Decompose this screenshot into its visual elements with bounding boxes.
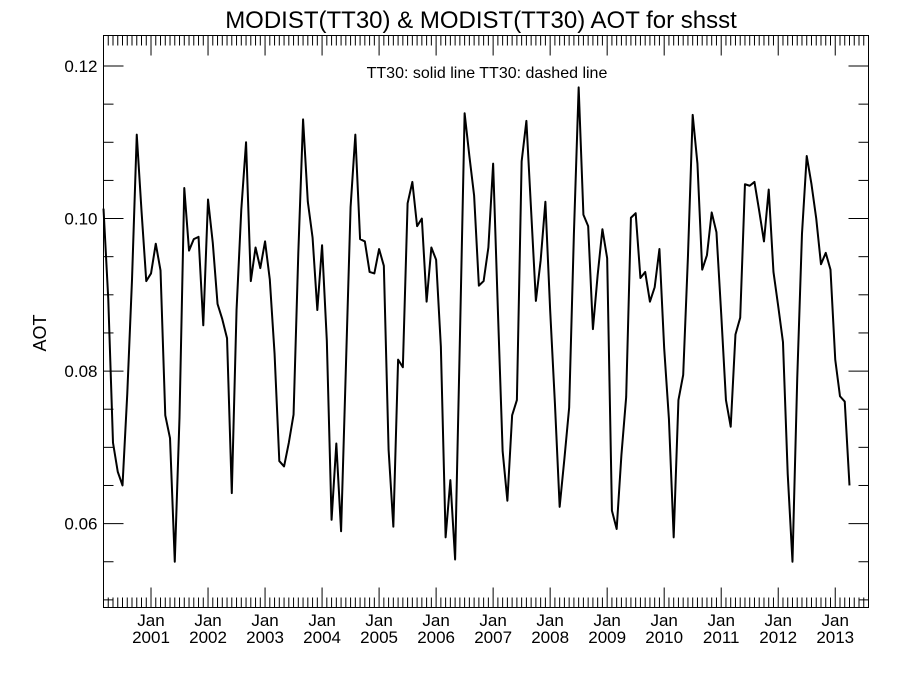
x-tick-year-label: 2006 bbox=[417, 628, 455, 647]
x-tick-year-label: 2012 bbox=[759, 628, 797, 647]
x-tick-year-label: 2002 bbox=[189, 628, 227, 647]
x-tick-year-label: 2003 bbox=[246, 628, 284, 647]
x-tick-year-label: 2010 bbox=[645, 628, 683, 647]
legend-text: TT30: solid line TT30: dashed line bbox=[367, 65, 608, 82]
x-tick-year-label: 2009 bbox=[588, 628, 626, 647]
x-tick-month-label: Jan bbox=[479, 611, 506, 630]
x-tick-month-label: Jan bbox=[137, 611, 164, 630]
x-tick-month-label: Jan bbox=[251, 611, 278, 630]
series-line-solid bbox=[102, 86, 851, 563]
x-tick-month-label: Jan bbox=[422, 611, 449, 630]
x-tick-year-label: 2013 bbox=[816, 628, 854, 647]
y-axis-ticks: 0.06 0.08 0.10 0.12 bbox=[64, 57, 869, 601]
x-tick-year-label: 2004 bbox=[303, 628, 341, 647]
x-tick-month-label: Jan bbox=[365, 611, 392, 630]
y-tick-label: 0.10 bbox=[64, 210, 97, 229]
x-tick-month-label: Jan bbox=[593, 611, 620, 630]
y-tick-label: 0.08 bbox=[64, 362, 97, 381]
plot-frame bbox=[103, 35, 869, 608]
series-layer bbox=[102, 86, 851, 563]
y-tick-label: 0.12 bbox=[64, 57, 97, 76]
x-tick-year-label: 2007 bbox=[474, 628, 512, 647]
x-tick-month-label: Jan bbox=[194, 611, 221, 630]
x-tick-month-label: Jan bbox=[822, 611, 849, 630]
x-tick-year-label: 2011 bbox=[703, 628, 740, 647]
x-tick-year-label: 2005 bbox=[360, 628, 398, 647]
chart-title: MODIST(TT30) & MODIST(TT30) AOT for shss… bbox=[225, 7, 737, 34]
x-axis-ticks: Jan2001Jan2002Jan2003Jan2004Jan2005Jan20… bbox=[103, 35, 869, 647]
y-tick-label: 0.06 bbox=[64, 515, 97, 534]
x-tick-month-label: Jan bbox=[650, 611, 677, 630]
x-tick-year-label: 2001 bbox=[132, 628, 170, 647]
x-tick-month-label: Jan bbox=[308, 611, 335, 630]
x-tick-month-label: Jan bbox=[536, 611, 563, 630]
x-tick-month-label: Jan bbox=[765, 611, 792, 630]
x-tick-year-label: 2008 bbox=[531, 628, 569, 647]
y-axis-title: AOT bbox=[30, 314, 50, 351]
x-tick-month-label: Jan bbox=[707, 611, 734, 630]
